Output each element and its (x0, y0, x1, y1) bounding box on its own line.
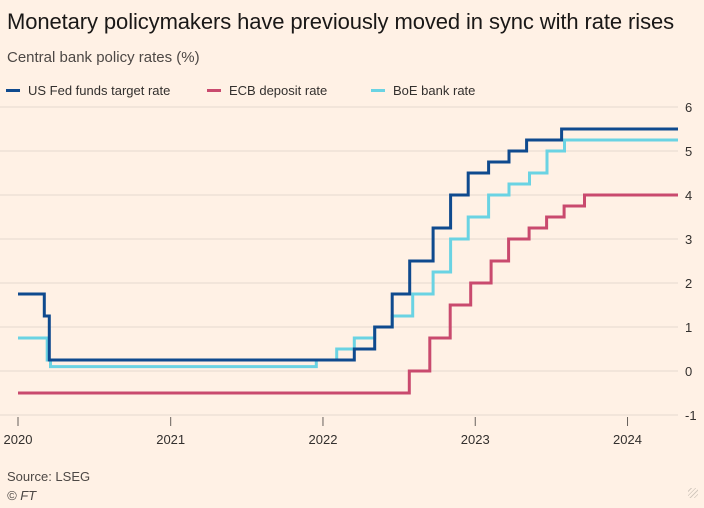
chart-source: Source: LSEG (7, 469, 91, 484)
legend-label-boe: BoE bank rate (393, 83, 476, 98)
y-tick-label: 2 (685, 276, 692, 291)
resize-grip-icon (688, 488, 698, 498)
legend-swatch-us-fed (6, 89, 20, 92)
legend-swatch-boe (371, 89, 385, 92)
y-tick-label: 6 (685, 100, 692, 115)
y-tick-label: 1 (685, 320, 692, 335)
series-lines (18, 127, 678, 395)
legend-label-ecb: ECB deposit rate (229, 83, 328, 98)
x-tick-label: 2022 (309, 432, 338, 447)
legend-item-boe: BoE bank rate (371, 83, 475, 98)
legend-label-us-fed: US Fed funds target rate (28, 83, 171, 98)
legend-item-ecb: ECB deposit rate (207, 83, 327, 98)
series-line-boe-bank-rate (18, 138, 678, 369)
x-tick-label: 2021 (156, 432, 185, 447)
series-line-ecb-deposit-rate (18, 193, 678, 395)
x-tick-label: 2020 (4, 432, 33, 447)
x-tick-label: 2023 (461, 432, 490, 447)
y-axis: 6 5 4 3 2 1 0 -1 (685, 100, 697, 423)
y-tick-label: 0 (685, 364, 692, 379)
legend-swatch-ecb (207, 89, 221, 92)
y-tick-label: 3 (685, 232, 692, 247)
x-tick-label: 2024 (613, 432, 642, 447)
series-line-us-fed-funds-target-rate (18, 127, 678, 362)
y-tick-label: 5 (685, 144, 692, 159)
y-tick-label: 4 (685, 188, 692, 203)
gridlines (0, 106, 678, 416)
chart-subtitle: Central bank policy rates (%) (7, 49, 200, 66)
y-tick-label: -1 (685, 408, 697, 423)
x-axis: 2020 2021 2022 2023 2024 (4, 417, 642, 447)
chart-copyright: © FT (7, 488, 37, 503)
legend-item-us-fed: US Fed funds target rate (6, 83, 170, 98)
chart-title: Monetary policymakers have previously mo… (7, 9, 675, 34)
